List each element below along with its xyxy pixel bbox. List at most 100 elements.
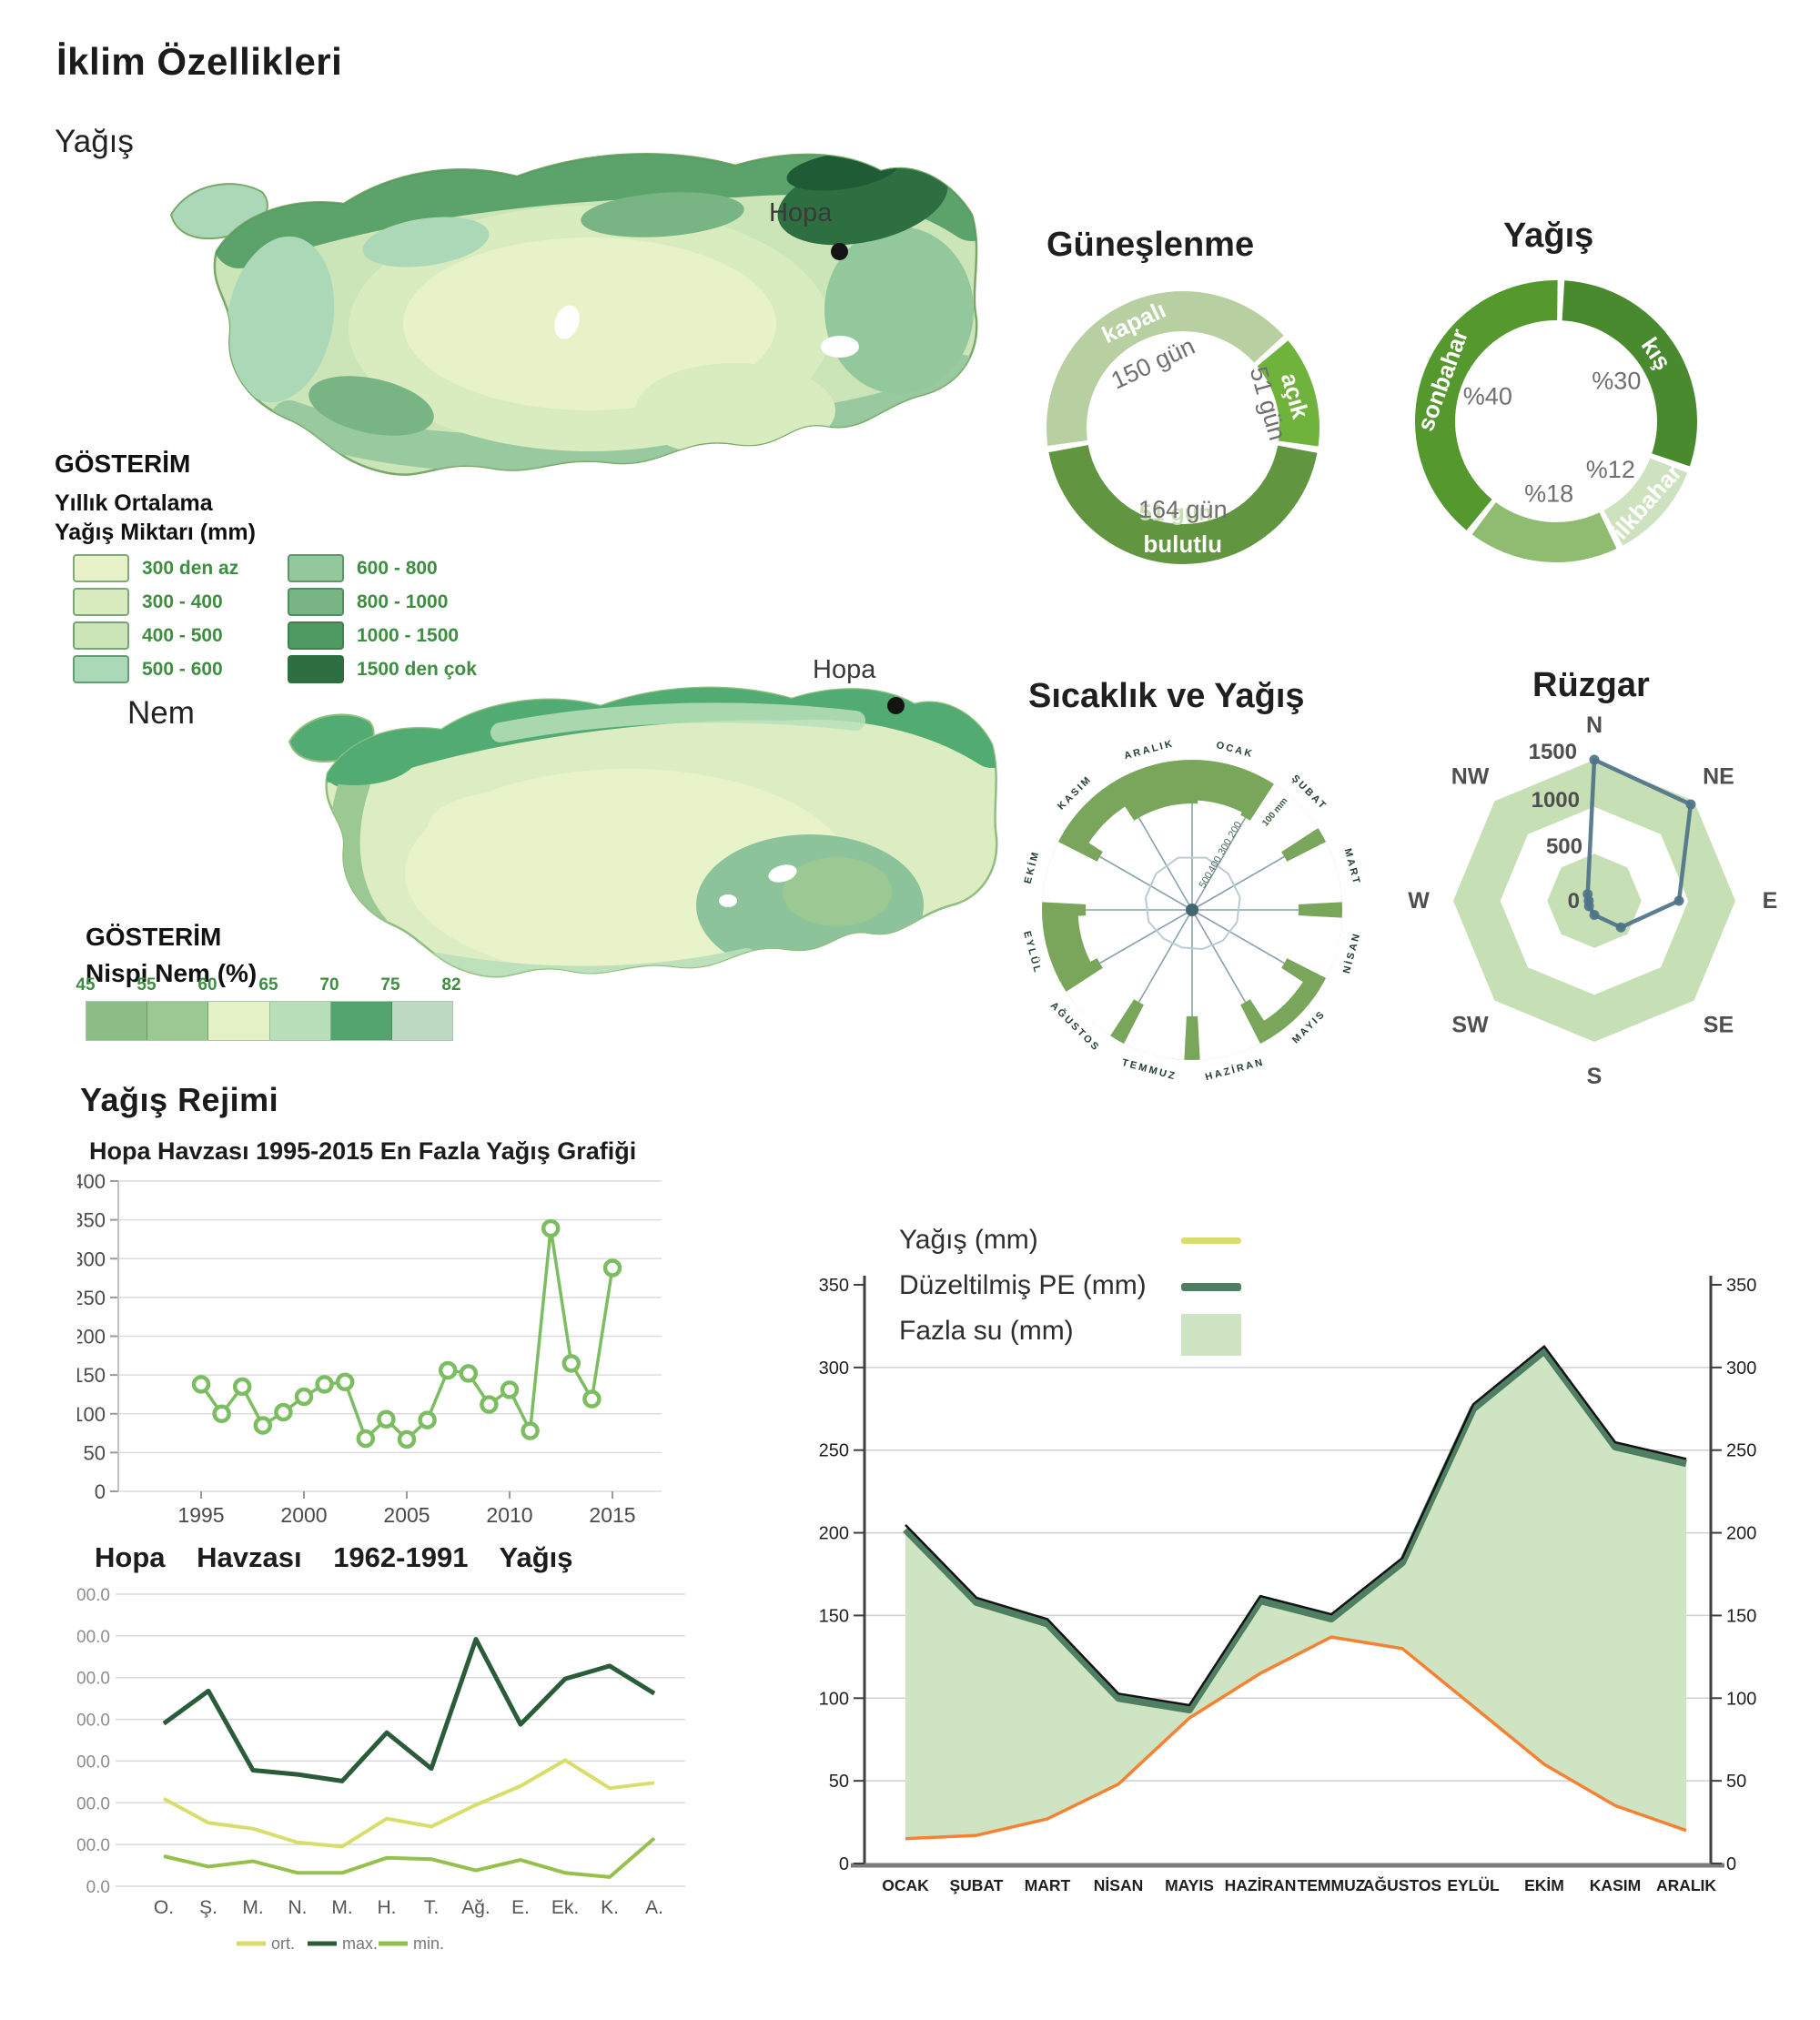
svg-text:AĞUSTOS: AĞUSTOS	[1363, 1875, 1441, 1894]
precip-legend-subtitle-2: Yağış Miktarı (mm)	[55, 520, 256, 545]
lake-tuz	[554, 305, 580, 339]
legend-label-fazlasu: Fazla su (mm)	[899, 1316, 1074, 1346]
svg-text:%30: %30	[1592, 367, 1641, 394]
color-swatch	[73, 554, 129, 582]
svg-text:ARALIK: ARALIK	[1123, 738, 1176, 762]
svg-text:N.: N.	[288, 1897, 308, 1918]
svg-text:A.: A.	[645, 1897, 663, 1918]
svg-text:%40: %40	[1463, 383, 1512, 410]
hopa-label: Hopa	[813, 655, 876, 684]
precipitation-map	[169, 153, 978, 476]
svg-text:350: 350	[1726, 1276, 1756, 1296]
color-swatch	[288, 588, 344, 616]
svg-text:K.: K.	[601, 1897, 619, 1918]
svg-text:400.0: 400.0	[77, 1712, 110, 1731]
legend-item: 500 - 600	[73, 655, 288, 683]
svg-text:M.: M.	[242, 1897, 263, 1918]
svg-text:100: 100	[1726, 1689, 1756, 1709]
svg-text:1995: 1995	[177, 1503, 224, 1527]
color-swatch	[288, 621, 344, 650]
svg-text:MART: MART	[1342, 847, 1360, 886]
lake	[719, 894, 737, 907]
svg-text:MART: MART	[1025, 1876, 1071, 1894]
svg-text:100: 100	[77, 1403, 106, 1426]
svg-text:300: 300	[819, 1358, 849, 1379]
svg-text:0.0: 0.0	[86, 1878, 110, 1897]
legend-item: 300 den az	[73, 554, 288, 582]
temp-precip-chart-title: Sıcaklık ve Yağış	[1028, 677, 1305, 715]
svg-text:S: S	[1587, 1064, 1603, 1089]
lake-van	[821, 336, 859, 358]
svg-text:700.0: 700.0	[77, 1586, 110, 1605]
sunshine-chart-title: Güneşlenme	[1046, 226, 1255, 264]
legend-swatch-yagis	[1181, 1237, 1241, 1244]
svg-text:250: 250	[77, 1287, 106, 1309]
hopa-location-marker	[887, 697, 905, 714]
svg-text:%18: %18	[1524, 480, 1573, 508]
chart1-title: Hopa Havzası 1995-2015 En Fazla Yağış Gr…	[89, 1137, 637, 1165]
color-swatch	[73, 655, 129, 683]
svg-text:100: 100	[819, 1689, 849, 1709]
svg-text:400: 400	[77, 1170, 106, 1193]
scale-segment	[208, 1002, 270, 1040]
svg-text:W: W	[1408, 888, 1430, 914]
legend-label-pe: Düzeltilmiş PE (mm)	[899, 1270, 1147, 1300]
humidity-legend-subtitle: Nispi Nem (%)	[86, 959, 258, 987]
svg-text:200: 200	[1726, 1524, 1756, 1544]
svg-text:164 gün: 164 gün	[1138, 496, 1228, 523]
svg-text:M.: M.	[331, 1897, 352, 1918]
svg-text:OCAK: OCAK	[1215, 740, 1255, 761]
svg-text:EKİM: EKİM	[1524, 1876, 1564, 1894]
scale-segment	[391, 1002, 453, 1040]
svg-text:300.0: 300.0	[77, 1752, 110, 1772]
svg-text:KASIM: KASIM	[1590, 1876, 1641, 1894]
svg-text:Ek.: Ek.	[551, 1897, 579, 1918]
svg-text:EYLÜL: EYLÜL	[1024, 930, 1044, 975]
svg-text:NİSAN: NİSAN	[1094, 1876, 1143, 1894]
svg-text:200: 200	[819, 1524, 849, 1544]
svg-text:150: 150	[819, 1606, 849, 1626]
wind-chart-title: Rüzgar	[1532, 666, 1650, 704]
humidity-color-scale	[86, 1001, 453, 1041]
svg-text:2005: 2005	[383, 1503, 430, 1527]
monthly-rain-line-chart: 0.0 100.0 200.0 300.0 400.0 500.0 600.0 700.0 O.…	[77, 1586, 685, 1953]
svg-text:E: E	[1763, 888, 1778, 914]
humidity-map	[288, 686, 998, 978]
chart2-title: Hopa Havzası 1962-1991 Yağış	[95, 1541, 573, 1573]
svg-text:Ağ.: Ağ.	[461, 1897, 490, 1918]
legend-item: 1500 den çok	[288, 655, 515, 683]
humidity-legend-title: GÖSTERİM	[86, 923, 222, 951]
precip-contours	[214, 154, 977, 474]
legend-label-yagis: Yağış (mm)	[899, 1225, 1038, 1255]
svg-text:ŞUBAT: ŞUBAT	[950, 1876, 1004, 1894]
svg-text:ARALIK: ARALIK	[1656, 1876, 1716, 1894]
legend-item: 400 - 500	[73, 621, 288, 650]
svg-text:T.: T.	[424, 1897, 439, 1918]
svg-text:500.0: 500.0	[77, 1670, 110, 1689]
svg-text:HAZİRAN: HAZİRAN	[1225, 1876, 1297, 1894]
scale-segment	[86, 1002, 148, 1040]
legend-item: 1000 - 1500	[288, 621, 515, 650]
page-title: İklim Özellikleri	[56, 40, 343, 83]
svg-text:250: 250	[819, 1441, 849, 1461]
svg-text:sonbahar: sonbahar	[1411, 325, 1473, 434]
svg-text:NW: NW	[1451, 764, 1490, 790]
svg-text:100.0: 100.0	[77, 1836, 110, 1855]
precip-section-label: Yağış	[55, 124, 134, 159]
precip-legend-title: GÖSTERİM	[55, 449, 191, 478]
lake	[768, 864, 797, 883]
svg-text:51 gün: 51 gün	[1139, 500, 1213, 526]
svg-text:50: 50	[84, 1441, 106, 1464]
humidity-scale-ticks: 45 55 60 65 70 75 82	[76, 975, 461, 995]
svg-text:E.: E.	[511, 1897, 530, 1918]
svg-text:TEMMUZ: TEMMUZ	[1298, 1876, 1366, 1894]
color-swatch	[288, 554, 344, 582]
svg-text:0: 0	[1726, 1854, 1736, 1874]
svg-text:SW: SW	[1451, 1012, 1489, 1037]
svg-text:HAZİRAN: HAZİRAN	[1204, 1055, 1266, 1081]
svg-text:EYLÜL: EYLÜL	[1447, 1876, 1500, 1894]
scale-segment	[269, 1002, 331, 1040]
svg-text:SE: SE	[1704, 1012, 1734, 1037]
